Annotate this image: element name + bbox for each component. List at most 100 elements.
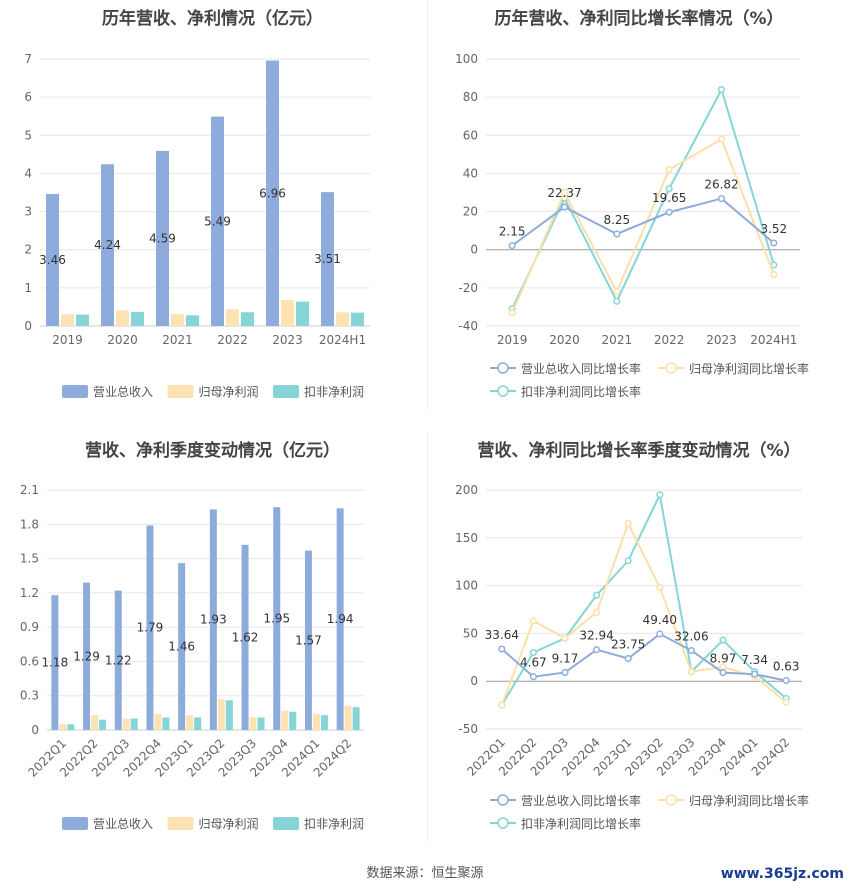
bar-value-label: 6.96 bbox=[259, 186, 286, 200]
panel-divider-bottom bbox=[427, 432, 428, 842]
legend-swatch-0 bbox=[62, 385, 88, 398]
series-point-0 bbox=[770, 239, 778, 247]
bar-2 bbox=[131, 311, 144, 326]
bar-1 bbox=[59, 724, 67, 730]
y-tick-label: 2 bbox=[24, 243, 32, 257]
series-point-2 bbox=[613, 297, 621, 305]
series-line-0 bbox=[511, 197, 775, 247]
bar-2 bbox=[67, 724, 75, 730]
legend-label: 营业总收入同比增长率 bbox=[521, 793, 641, 808]
series-point-1 bbox=[613, 288, 621, 296]
annual-line-chart: -40 -20 0 20 40 60 80 100 2019 2020 2021 2022 2023 20… bbox=[455, 52, 809, 399]
line-value-label: 26.82 bbox=[704, 178, 738, 192]
y-tick-label: 1 bbox=[24, 281, 32, 295]
x-tick-label: 2020 bbox=[107, 333, 138, 347]
y-tick-label: 0 bbox=[31, 723, 39, 737]
bar-1 bbox=[91, 715, 99, 730]
y-tick-label: 0.9 bbox=[20, 620, 39, 634]
series-point-0 bbox=[529, 673, 537, 681]
line-value-label: 22.37 bbox=[547, 186, 581, 200]
series-point-1 bbox=[561, 634, 569, 642]
x-tick-label: 2019 bbox=[497, 333, 528, 347]
bar-0 bbox=[46, 194, 59, 326]
series-point-1 bbox=[529, 617, 537, 625]
line-value-label: 49.40 bbox=[643, 613, 677, 627]
line-value-label: 7.34 bbox=[741, 653, 768, 667]
y-tick-label: 150 bbox=[455, 531, 478, 545]
series-line-2 bbox=[500, 491, 787, 706]
bar-0 bbox=[266, 60, 279, 326]
series-point-0 bbox=[665, 208, 673, 216]
quarter-bar-title: 营收、净利季度变动情况（亿元） bbox=[85, 441, 340, 461]
bar-0 bbox=[209, 509, 217, 730]
bar-1 bbox=[122, 718, 130, 730]
y-tick-label: 0 bbox=[470, 674, 478, 688]
bar-value-label: 1.95 bbox=[263, 612, 290, 626]
line-value-label: 33.64 bbox=[485, 628, 519, 642]
bar-value-label: 4.24 bbox=[94, 238, 121, 252]
series-point-1 bbox=[508, 309, 516, 317]
y-tick-label: 2.1 bbox=[20, 483, 39, 497]
bar-0 bbox=[241, 544, 249, 730]
bar-2 bbox=[225, 700, 233, 730]
series-point-1 bbox=[498, 701, 506, 709]
series-point-0 bbox=[719, 669, 727, 677]
series-point-1 bbox=[717, 135, 726, 143]
y-tick-label: 80 bbox=[463, 90, 478, 104]
y-tick-label: 4 bbox=[24, 166, 32, 180]
series-line-2 bbox=[511, 86, 775, 310]
line-value-label: 32.06 bbox=[674, 630, 708, 644]
legend-label: 归母净利润 bbox=[199, 385, 259, 399]
bar-0 bbox=[101, 164, 114, 326]
legend-marker-2 bbox=[497, 817, 509, 829]
bar-value-label: 3.51 bbox=[314, 252, 341, 266]
annual-bar-chart: 0 1 2 3 4 5 6 7 3.46 2019 4.24 2020 4.59 2021 5.49 2022… bbox=[24, 52, 370, 399]
legend-marker-1 bbox=[665, 362, 677, 374]
bar-2 bbox=[162, 717, 170, 730]
y-tick-label: 20 bbox=[463, 205, 478, 219]
legend-label: 归母净利润 bbox=[199, 817, 259, 831]
bar-2 bbox=[99, 719, 107, 730]
series-point-2 bbox=[717, 85, 726, 94]
legend-swatch-2 bbox=[273, 385, 299, 398]
series-point-2 bbox=[593, 591, 601, 599]
series-point-0 bbox=[782, 677, 790, 685]
legend-label: 营业总收入 bbox=[93, 385, 153, 399]
data-source: 数据来源：恒生聚源 bbox=[366, 866, 484, 881]
quarter-line-panel: 营收、净利同比增长率季度变动情况（%） -50 0 50 100 150 200 2022Q… bbox=[428, 432, 850, 842]
y-tick-label: 0.6 bbox=[20, 654, 39, 668]
x-tick-label: 2020 bbox=[549, 333, 580, 347]
series-point-0 bbox=[593, 646, 601, 654]
y-tick-label: 0 bbox=[24, 319, 32, 333]
series-point-0 bbox=[613, 230, 621, 238]
bar-1 bbox=[249, 717, 257, 730]
bar-1 bbox=[61, 314, 74, 326]
series-point-1 bbox=[687, 668, 695, 676]
series-line-1 bbox=[500, 520, 787, 706]
line-value-label: 4.67 bbox=[520, 656, 547, 670]
quarter-bar-chart: 00.30.60.91.21.51.82.11.182022Q11.292022… bbox=[20, 483, 364, 831]
bar-2 bbox=[351, 312, 364, 326]
watermark: www.365jz.com bbox=[720, 866, 844, 882]
y-tick-label: 7 bbox=[24, 52, 32, 66]
bar-0 bbox=[321, 192, 334, 326]
bar-1 bbox=[281, 710, 289, 730]
bar-value-label: 1.93 bbox=[200, 613, 227, 627]
bar-value-label: 1.22 bbox=[105, 653, 132, 667]
series-line-0 bbox=[501, 632, 787, 682]
y-tick-label: 200 bbox=[455, 483, 478, 497]
x-tick-label: 2024H1 bbox=[750, 333, 797, 347]
line-value-label: 19.65 bbox=[652, 191, 686, 205]
line-value-label: 8.25 bbox=[603, 213, 630, 227]
line-value-label: 0.63 bbox=[773, 660, 800, 674]
y-tick-label: 40 bbox=[463, 166, 478, 180]
bar-value-label: 1.18 bbox=[41, 656, 68, 670]
bar-2 bbox=[352, 707, 360, 730]
annual-line-title: 历年营收、净利同比增长率情况（%） bbox=[494, 9, 784, 29]
bar-2 bbox=[257, 717, 265, 730]
y-tick-label: 0 bbox=[470, 243, 478, 257]
series-point-0 bbox=[751, 670, 759, 678]
bar-value-label: 1.79 bbox=[137, 621, 164, 635]
line-value-label: 8.97 bbox=[710, 652, 737, 666]
series-point-0 bbox=[508, 242, 516, 250]
